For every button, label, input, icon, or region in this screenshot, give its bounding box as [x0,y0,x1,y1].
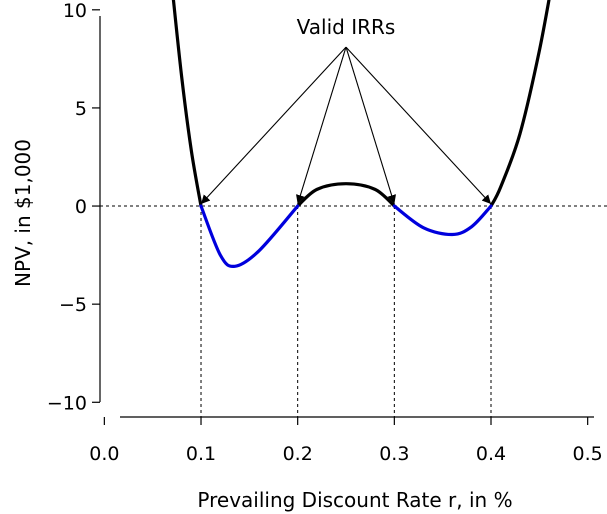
y-axis-title: NPV, in $1,000 [11,139,35,287]
left-mask [0,0,100,514]
x-axis: 0.0 0.1 0.2 0.3 0.4 0.5 [89,416,603,465]
annotation-arrow [345,46,492,205]
x-ticks: 0.0 0.1 0.2 0.3 0.4 0.5 [89,417,603,465]
y-axis: −10 −5 0 5 10 [47,0,101,414]
x-tick-label: 0.3 [379,443,409,465]
x-tick-label: 0.4 [476,443,506,465]
annotation-arrow [345,46,396,205]
x-tick-label: 0.2 [283,443,313,465]
y-tick-label: −10 [47,392,87,414]
reference-lines [100,205,607,417]
x-axis-title: Prevailing Discount Rate r, in % [197,488,512,512]
annotation-label: Valid IRRs [297,15,396,39]
npv-positive-curve [171,0,203,208]
y-tick-label: 5 [75,98,87,120]
npv-positive-curve [296,182,396,208]
x-tick-label: 0.5 [573,443,603,465]
y-tick-label: −5 [59,294,87,316]
npv-curves [0,0,551,514]
npv-negative-curve [199,204,300,269]
y-tick-label: 10 [63,0,87,22]
y-tick-label: 0 [75,196,87,218]
x-tick-label: 0.0 [89,443,119,465]
x-tick-label: 0.1 [186,443,216,465]
npv-positive-curve [489,0,551,208]
annotation-arrow [296,46,347,205]
y-ticks: −10 −5 0 5 10 [47,0,100,414]
annotation-group: Valid IRRs [200,15,492,205]
annotation-arrow [200,46,347,205]
npv-negative-curve [392,204,493,237]
